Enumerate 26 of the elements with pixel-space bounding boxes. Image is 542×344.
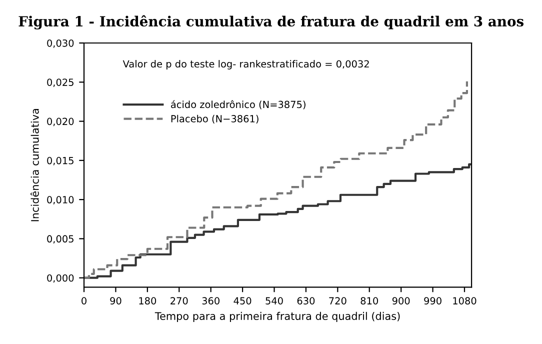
- y-tick-label: 0,020: [47, 118, 74, 126]
- y-tick-label: 0,025: [47, 78, 74, 87]
- x-tick-label: 180: [139, 297, 156, 304]
- chart-title: Figura 1 - Incidência cumulativa de fratura de quadril em 3 anos: [18, 15, 524, 30]
- y-tick-label: 0,005: [47, 235, 74, 244]
- legend-label: ácido zoledrônico (N=3875): [171, 100, 306, 110]
- x-tick-label: 0: [82, 297, 86, 304]
- x-tick-label: 990: [424, 297, 442, 304]
- annotation: Valor de p do teste log- rankestratificado = 0,0032: [122, 60, 369, 70]
- legend-label: Placebo (N−3861): [171, 114, 258, 124]
- x-tick-label: 270: [170, 297, 188, 304]
- y-tick-label: 0,030: [47, 39, 74, 48]
- x-tick-label: 900: [392, 297, 410, 304]
- x-tick-label: 90: [110, 297, 122, 304]
- x-tick-label: 360: [202, 297, 220, 304]
- x-tick-label: 810: [360, 297, 378, 304]
- x-tick-label: 450: [234, 297, 252, 304]
- x-tick-label: 540: [266, 297, 283, 304]
- x-tick-label: 720: [329, 297, 346, 304]
- y-tick-label: 0,000: [47, 274, 74, 283]
- x-axis-title: Tempo para a primeira fratura de quadril (dias): [154, 312, 400, 322]
- y-tick-label: 0,010: [47, 196, 74, 204]
- x-tick-label: 1080: [453, 297, 476, 304]
- y-tick-label: 0,015: [47, 156, 74, 166]
- x-tick-label: 630: [297, 297, 315, 304]
- y-axis-title: Incidência cumulativa: [30, 109, 39, 222]
